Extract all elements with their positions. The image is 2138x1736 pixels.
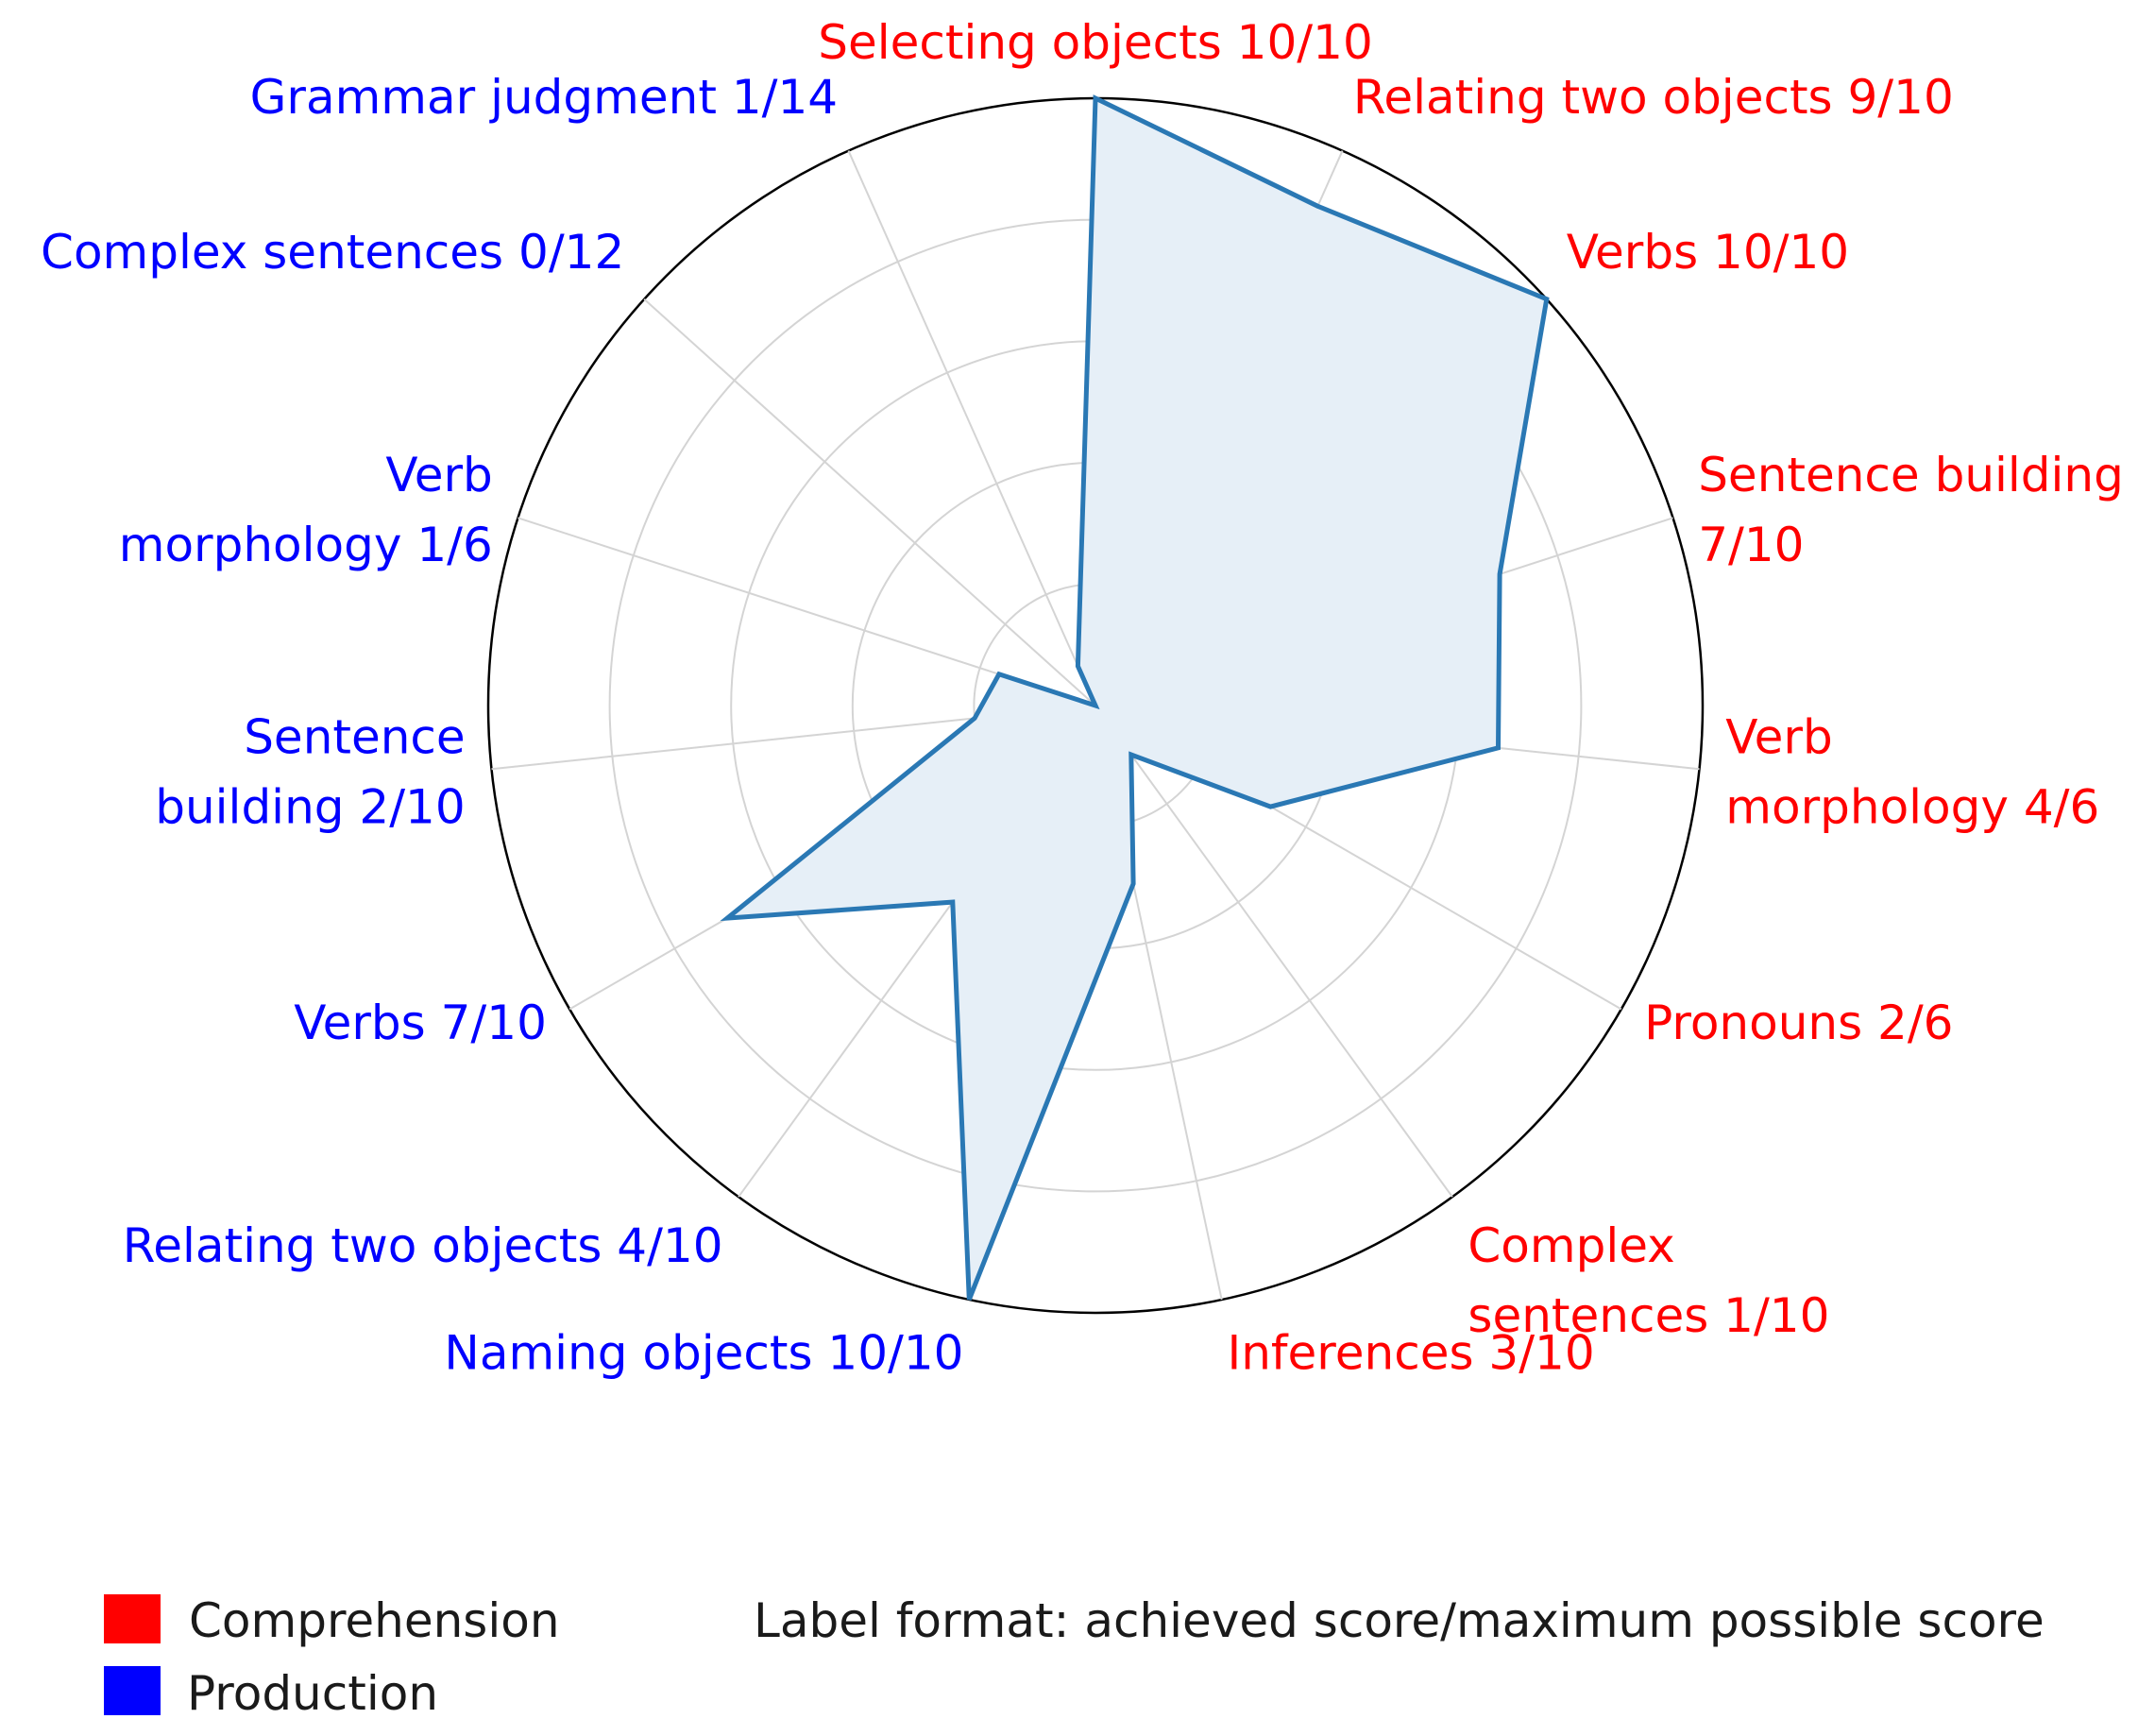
axis-label-15: Grammar judgment 1/14 [250, 70, 838, 125]
legend-swatch-production [104, 1666, 161, 1715]
axis-label-line: Naming objects 10/10 [444, 1325, 963, 1380]
axis-label-line: Verb [1725, 710, 1832, 765]
series-area [720, 94, 1550, 1301]
axis-label-5: Verb morphology 4/6 [1725, 710, 2099, 835]
axis-label-line: Pronouns 2/6 [1644, 996, 1953, 1050]
axis-label-14: Complex sentences 0/12 [41, 225, 624, 280]
axis-label-line: Grammar judgment 1/14 [250, 70, 838, 125]
axis-label-11: Verbs 7/10 [294, 996, 547, 1050]
axis-label-2: Relating two objects 9/10 [1353, 70, 1954, 125]
axis-label-line: Inferences 3/10 [1228, 1325, 1595, 1380]
axis-label-line: sentences 1/10 [1468, 1288, 1829, 1343]
axis-label-line: building 2/10 [155, 780, 465, 835]
axis-label-line: morphology 4/6 [1725, 780, 2099, 835]
axis-label-line: 7/10 [1698, 518, 1804, 572]
axis-label-line: Sentence building [1698, 448, 2124, 502]
legend-swatch-comprehension [104, 1594, 161, 1643]
axis-label-line: Verbs 7/10 [294, 996, 547, 1050]
axis-label-line: Relating two objects 9/10 [1353, 70, 1954, 125]
axis-label-line: Relating two objects 4/10 [123, 1218, 723, 1273]
axis-label-line: Sentence [244, 710, 466, 765]
spoke-15 [847, 150, 1096, 706]
axis-label-7: Complex sentences 1/10 [1468, 1218, 1829, 1343]
axis-label-line: Complex sentences 0/12 [41, 225, 624, 280]
axis-label-line: Complex [1468, 1218, 1674, 1273]
axis-label-13: Verb morphology 1/6 [119, 448, 493, 572]
legend-label-comprehension: Comprehension [189, 1593, 560, 1648]
label-format-note: Label format: achieved score/maximum pos… [754, 1593, 2045, 1648]
axis-label-8: Inferences 3/10 [1228, 1325, 1595, 1380]
axis-label-9: Naming objects 10/10 [444, 1325, 963, 1380]
axis-label-10: Relating two objects 4/10 [123, 1218, 723, 1273]
series-layer [720, 94, 1550, 1301]
axis-label-6: Pronouns 2/6 [1644, 996, 1953, 1050]
axis-label-line: Verbs 10/10 [1567, 225, 1849, 280]
axis-label-line: Selecting objects 10/10 [818, 15, 1373, 70]
axis-label-1: Selecting objects 10/10 [818, 15, 1373, 70]
axis-label-3: Verbs 10/10 [1567, 225, 1849, 280]
axis-label-line: morphology 1/6 [119, 518, 493, 572]
axis-label-4: Sentence building 7/10 [1698, 448, 2124, 572]
spoke-7 [1094, 705, 1453, 1198]
axis-label-12: Sentence building 2/10 [155, 710, 465, 835]
axis-label-line: Verb [385, 448, 492, 502]
legend-label-production: Production [187, 1666, 439, 1721]
spoke-14 [643, 298, 1096, 706]
